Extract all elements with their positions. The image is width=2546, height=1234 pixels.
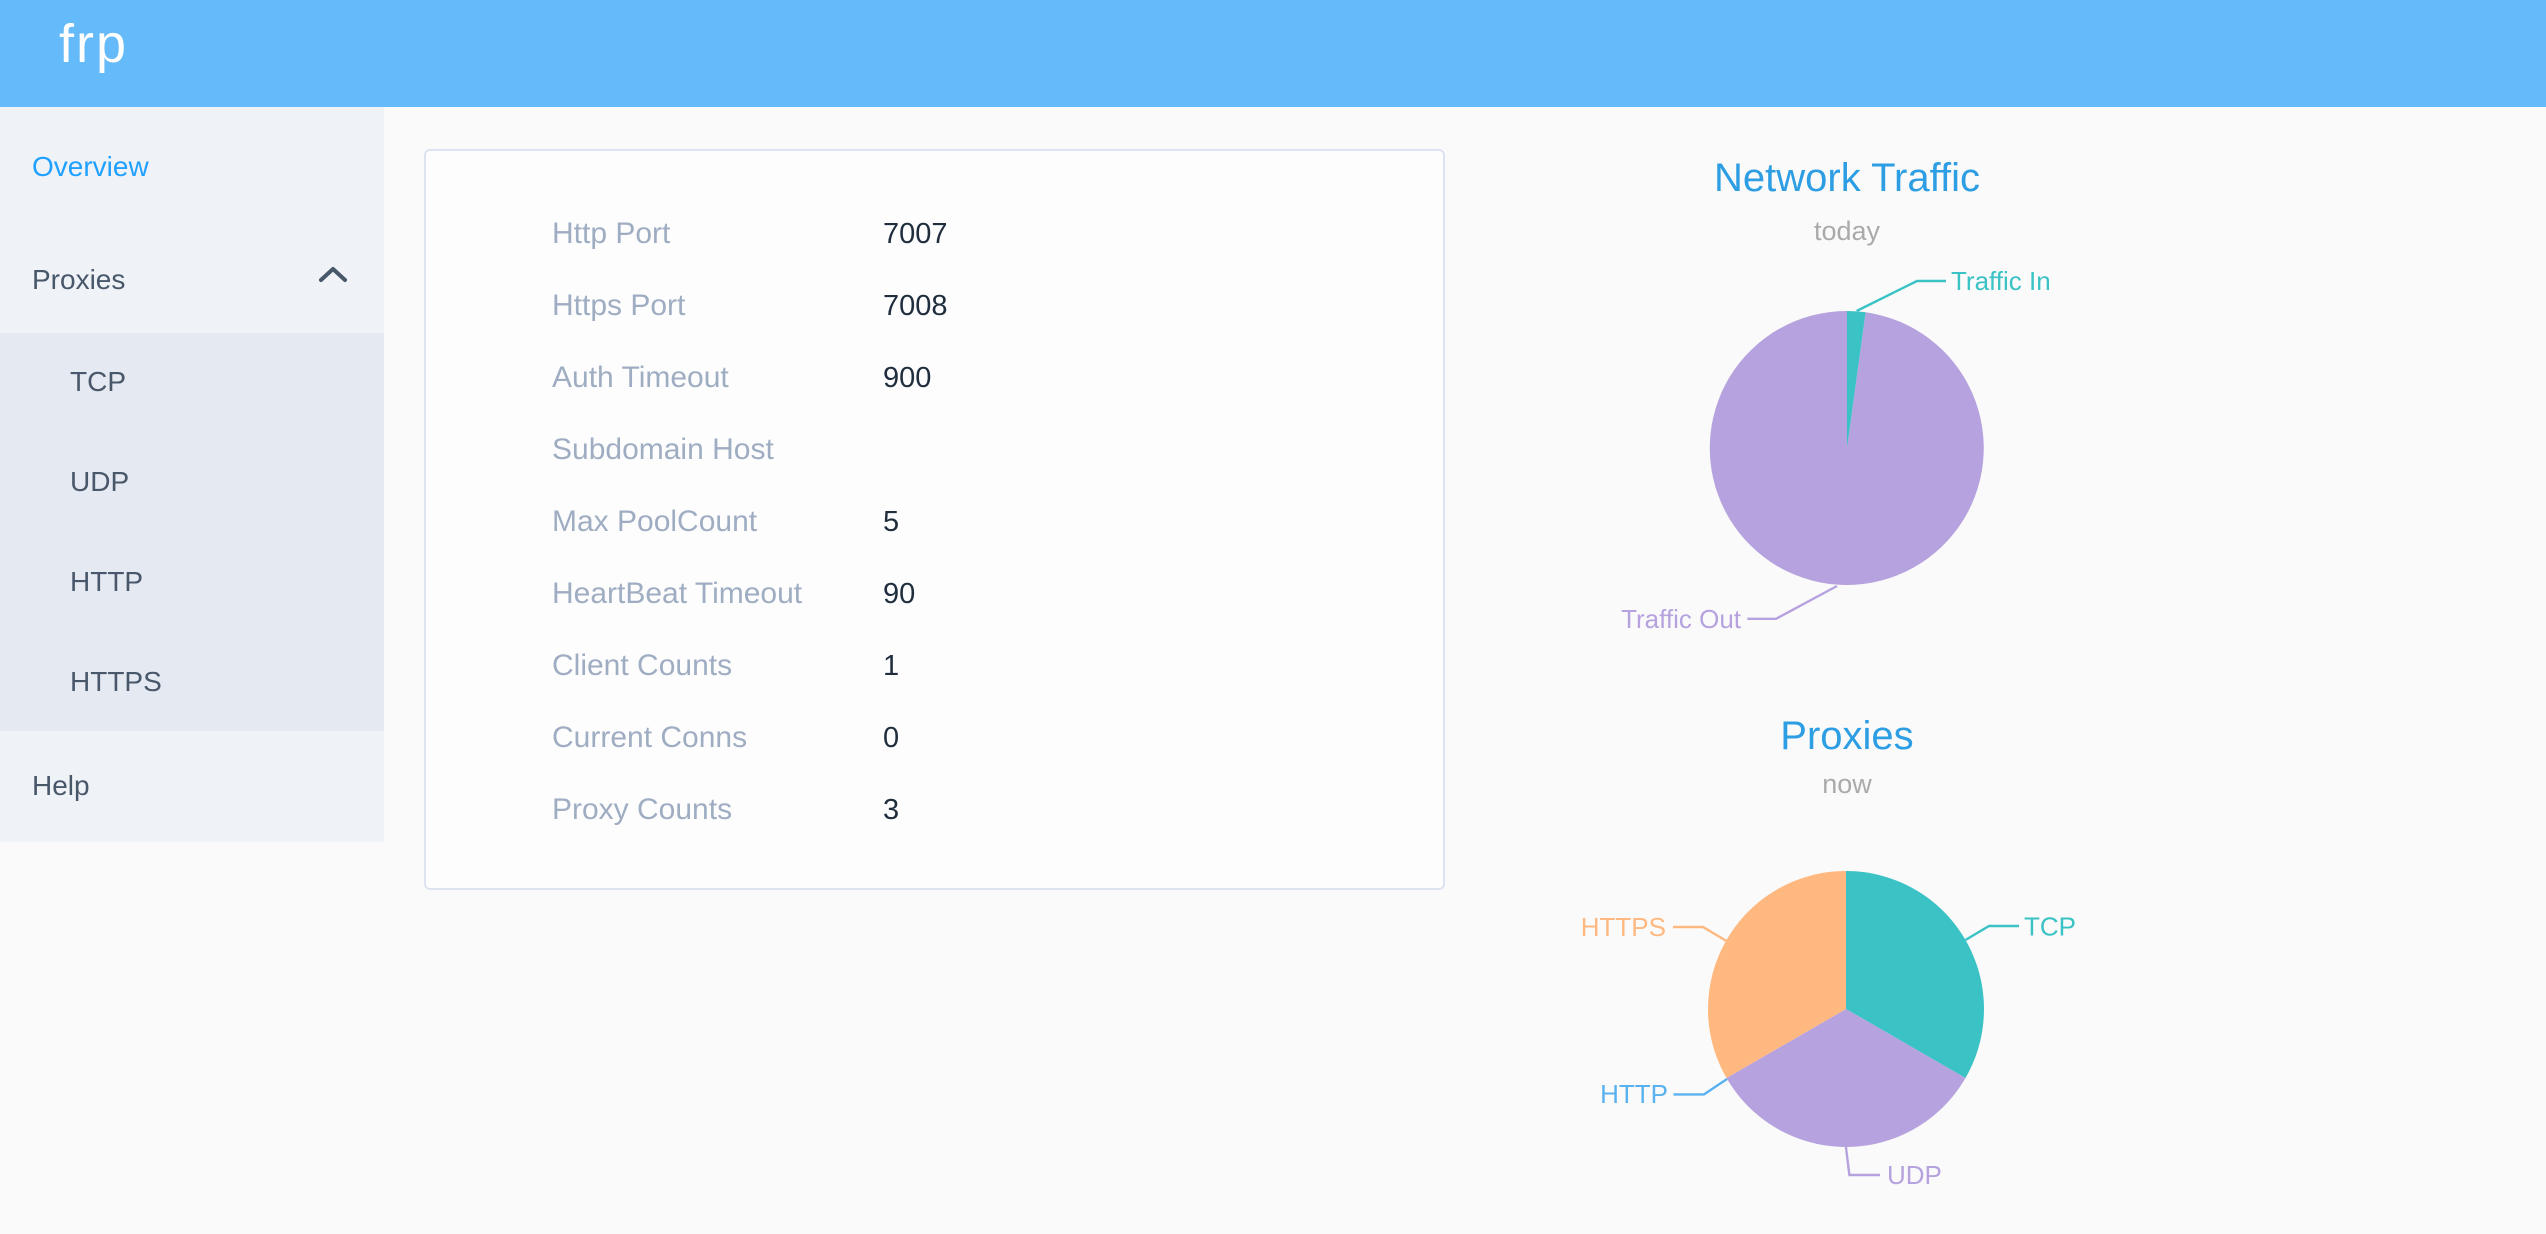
svg-text:UDP: UDP [1887, 1160, 1942, 1190]
svg-text:Traffic In: Traffic In [1951, 266, 2051, 296]
svg-text:HTTP: HTTP [1600, 1079, 1668, 1109]
svg-text:TCP: TCP [2024, 912, 2076, 942]
svg-text:Traffic Out: Traffic Out [1621, 604, 1742, 634]
svg-text:HTTPS: HTTPS [1581, 912, 1666, 942]
